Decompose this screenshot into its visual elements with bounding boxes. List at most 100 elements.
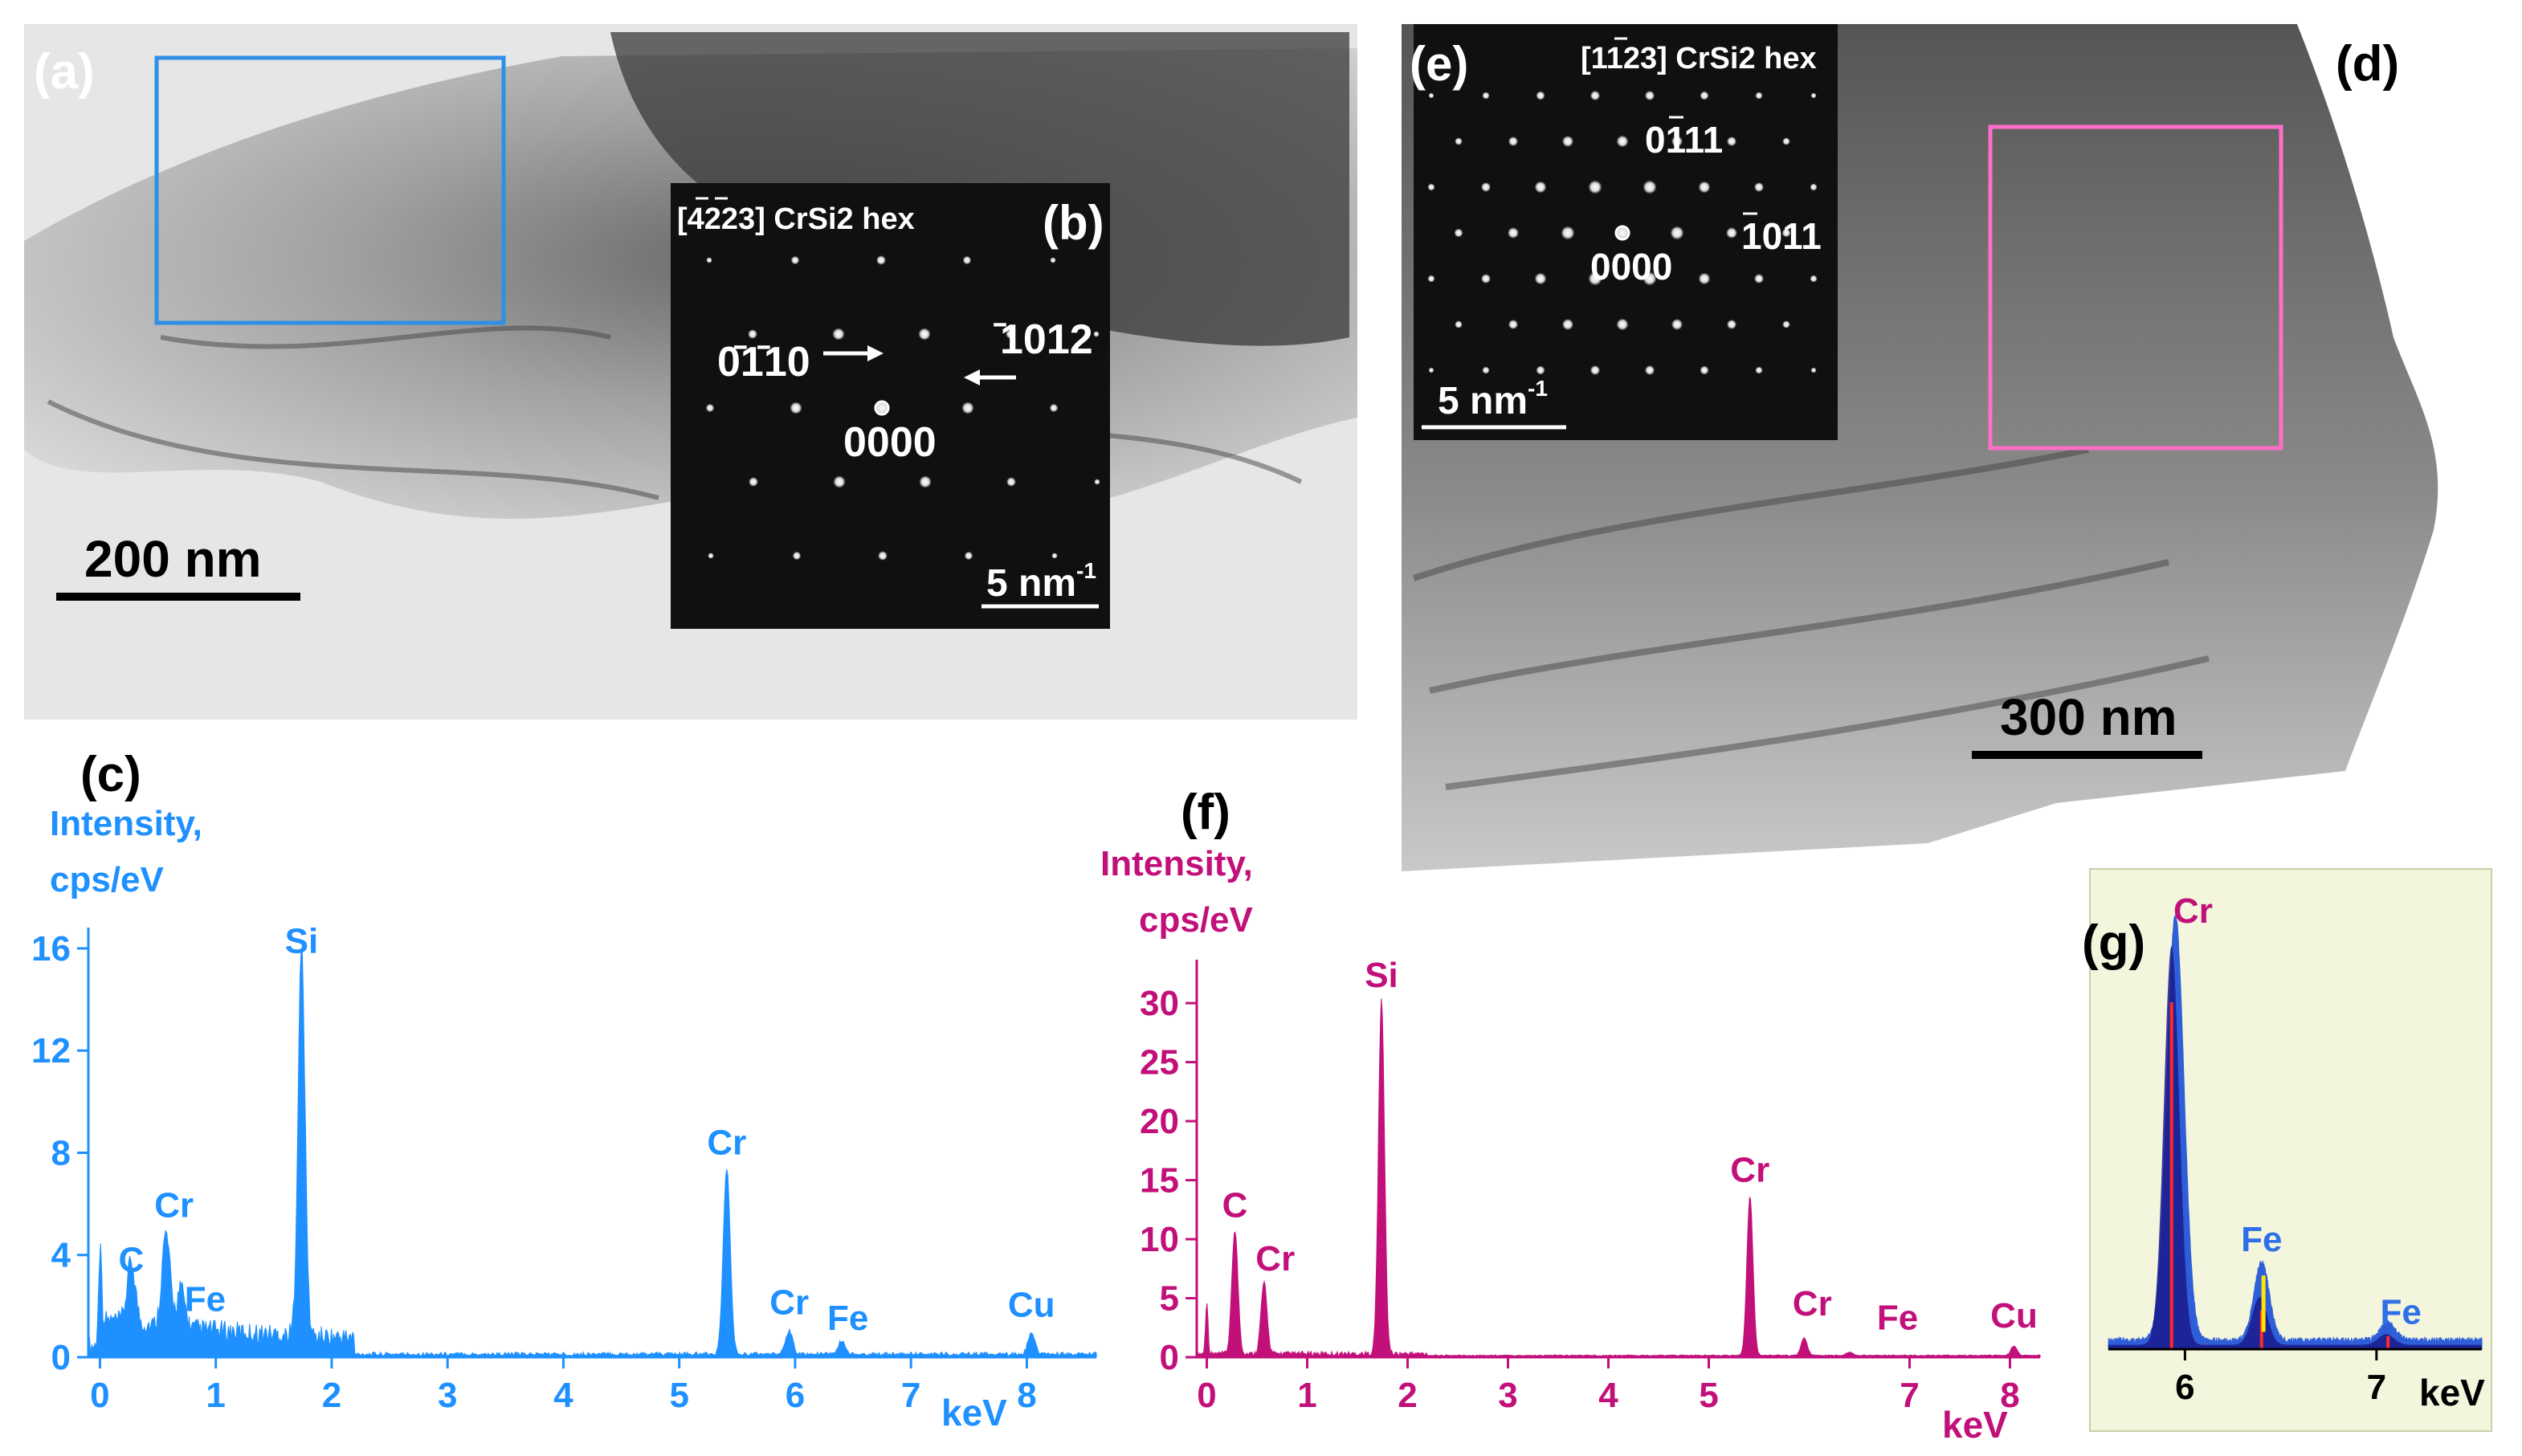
diffraction-spot (876, 255, 886, 265)
x-tick-label: 5 (1699, 1376, 1718, 1415)
diffraction-spot (1050, 257, 1056, 263)
diffraction-spot (792, 551, 802, 561)
spot-label-e-3: 0000 (1590, 246, 1672, 288)
arrowhead-b-1 (867, 345, 884, 361)
peak-label-cr: Cr (707, 1124, 746, 1163)
y-tick-label: 15 (1140, 1161, 1179, 1201)
diffraction-spot (1726, 136, 1737, 147)
y-tick-label: 0 (51, 1338, 71, 1377)
diffraction-spot (1810, 275, 1818, 283)
diffraction-spot (790, 255, 800, 265)
diffraction-spot (1810, 367, 1817, 373)
selection-box-d (1988, 124, 2283, 451)
diffraction-spot (1561, 135, 1574, 148)
peak-label-cr: Cr (1255, 1239, 1295, 1279)
diffraction-spot (1590, 90, 1601, 101)
scalebar-d-label: 300 nm (2000, 688, 2177, 746)
peak-label-c: C (118, 1241, 144, 1280)
x-tick-label: 7 (2367, 1368, 2386, 1407)
diffraction-spot (1427, 275, 1435, 283)
spot-label-b-1: 0̄1̄10 (717, 339, 810, 385)
x-tick-label: 0 (90, 1376, 109, 1415)
panel-label-c: (c) (80, 747, 141, 802)
diffraction-spot (1616, 318, 1629, 331)
x-tick-label: 2 (1398, 1376, 1417, 1415)
peak-label-si: Si (285, 921, 319, 960)
ylabel-c-1: Intensity, (50, 804, 202, 843)
diffraction-spot (1508, 136, 1519, 147)
diffraction-spot (1427, 183, 1435, 191)
diffraction-spot (790, 402, 802, 414)
peak-label-cu: Cu (1990, 1296, 2038, 1336)
x-tick-label: 6 (2175, 1368, 2194, 1407)
peak-label-cr: Cr (1730, 1151, 1769, 1190)
ylabel-f-1: Intensity, (1100, 844, 1253, 883)
diffraction-spot (1561, 318, 1574, 331)
scalebar-e-label: 5 nm-1 (1438, 376, 1548, 422)
diffraction-spot (1755, 366, 1763, 374)
x-tick-label: 8 (1017, 1376, 1036, 1415)
diffraction-spot (1643, 271, 1657, 286)
diffraction-spot (1482, 366, 1490, 374)
y-tick-label: 10 (1140, 1220, 1179, 1259)
diffraction-spot (1455, 137, 1463, 145)
diffraction-spot (1644, 90, 1655, 101)
xunit-c: keV (941, 1392, 1007, 1434)
diffraction-spot (1698, 181, 1711, 194)
peak-label-cu: Cu (1008, 1286, 1055, 1325)
diffraction-spot (964, 551, 973, 561)
peak-label-si: Si (1365, 956, 1398, 995)
diffraction-spot (1480, 181, 1492, 193)
y-tick-label: 25 (1140, 1043, 1179, 1083)
y-tick-label: 20 (1140, 1102, 1179, 1141)
diffraction-b-spots (705, 255, 1100, 561)
peak-label-c: C (1222, 1186, 1248, 1226)
x-tick-label: 8 (2000, 1376, 2019, 1415)
diffraction-spot (1536, 91, 1545, 100)
diffraction-spot (878, 551, 888, 561)
diffraction-spot (1700, 91, 1709, 100)
spectrum-c: (c) Intensity, cps/eV 0 1 2 3 4 5 6 7 80481216CC… (31, 747, 1097, 1434)
diffraction-spot (1616, 135, 1629, 148)
scalebar-a-label: 200 nm (84, 530, 262, 588)
x-tick-label: 1 (1297, 1376, 1316, 1415)
spot-label-b-2: ̄1012 (994, 316, 1093, 363)
x-tick-label: 2 (322, 1376, 341, 1415)
tem-d-bend-contours (1412, 447, 2210, 790)
diffraction-spot (1536, 365, 1545, 375)
zone-axis-e: [1123] CrSi2 hex (1581, 42, 1817, 75)
peak-label-cr: Cr (154, 1185, 194, 1225)
diffraction-spot (1482, 92, 1490, 100)
diffraction-spot (1755, 92, 1763, 100)
diffraction-spot (919, 475, 932, 488)
central-beam (874, 400, 890, 416)
diffraction-spot (1051, 553, 1058, 559)
diffraction-e-spots (1427, 90, 1818, 376)
diffraction-spot (1698, 272, 1711, 285)
diffraction-spot (1093, 331, 1100, 337)
panel-label-b: (b) (1043, 196, 1104, 250)
y-tick-label: 8 (51, 1133, 71, 1173)
diffraction-spot (1726, 227, 1737, 239)
arrowhead-b-2 (964, 369, 980, 385)
ylabel-f-2: cps/eV (1139, 900, 1254, 940)
diffraction-spot (1094, 479, 1100, 485)
spectrum-g: (g) 6 7 Cr Fe Fe keV (2082, 868, 2492, 1432)
y-tick-label: 12 (31, 1031, 71, 1071)
x-tick-label: 1 (206, 1376, 225, 1415)
diffraction-spot (1455, 320, 1463, 328)
spot-label-e-1: 0111 (1645, 119, 1723, 161)
diffraction-spot (1671, 318, 1683, 331)
peak-label-cr: Cr (769, 1283, 809, 1322)
diffraction-spot (705, 403, 715, 413)
xunit-g: keV (2419, 1372, 2485, 1413)
central-beam (1614, 225, 1630, 241)
peak-label-fe: Fe (2380, 1292, 2421, 1332)
peak-label-fe: Fe (1877, 1299, 1918, 1338)
selection-box-a (154, 55, 506, 325)
chart-g: 6 7 Cr Fe Fe (2108, 891, 2483, 1407)
diffraction-spot (1700, 365, 1709, 375)
spectrum-area (1196, 998, 2041, 1358)
peak-label-cr: Cr (1793, 1284, 1832, 1323)
